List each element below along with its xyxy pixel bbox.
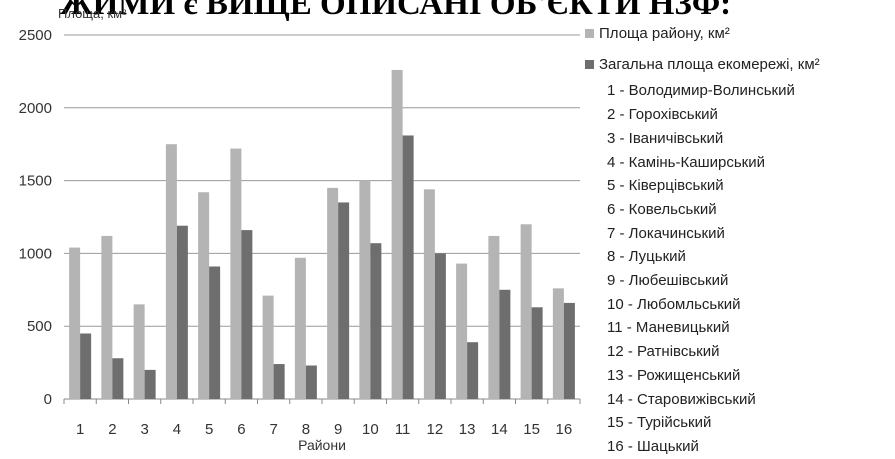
bar-econet-area	[370, 243, 382, 399]
district-key-item: 14 - Старовижівський	[607, 390, 756, 408]
district-key-item: 16 - Шацький	[607, 437, 699, 455]
bar-district-area	[520, 224, 532, 399]
bar-district-area	[133, 304, 145, 399]
x-tick-label: 9	[334, 421, 342, 438]
x-tick-label: 2	[108, 421, 116, 438]
district-key-list: 1 - Володимир-Волинський 2 - Горохівський…	[585, 79, 895, 458]
bar-econet-area	[402, 135, 414, 400]
bar-econet-area	[499, 289, 511, 399]
district-key-item: 2 - Горохівський	[607, 106, 718, 124]
y-tick-label: 1000	[19, 245, 52, 262]
bar-econet-area	[434, 253, 446, 399]
district-key-item: 9 - Любешівський	[607, 272, 729, 290]
x-tick-label: 5	[205, 421, 213, 438]
legend-label-econet: Загальна площа екомережі, км²	[599, 55, 820, 73]
district-key-item: 12 - Ратнівський	[607, 343, 720, 361]
y-tick-label: 1500	[19, 173, 52, 190]
x-tick-label: 4	[173, 421, 181, 438]
bar-district-area	[359, 180, 371, 399]
legend-swatch-area	[585, 29, 594, 39]
legend-label-area: Площа району, км²	[599, 25, 730, 42]
district-key-item: 8 - Луцький	[607, 248, 686, 266]
bar-district-area	[101, 235, 113, 399]
x-tick-label: 15	[523, 421, 540, 438]
chart-legend: Площа району, км² Загальна площа екомере…	[585, 22, 895, 459]
bar-econet-area	[209, 266, 221, 399]
bar-econet-area	[241, 230, 253, 399]
bar-district-area	[198, 192, 210, 399]
x-tick-label: 6	[237, 421, 245, 438]
y-tick-label: 2500	[19, 27, 52, 44]
bar-district-area	[552, 288, 564, 399]
y-tick-label: 500	[27, 318, 52, 335]
bar-econet-area	[144, 369, 156, 399]
district-key-item: 1 - Володимир-Волинський	[607, 82, 795, 100]
district-key-item: 4 - Камінь-Каширський	[607, 153, 765, 171]
district-key-item: 5 - Ківерцівський	[607, 177, 724, 195]
district-key-item: 3 - Іваничівський	[607, 129, 724, 147]
bar-econet-area	[531, 307, 543, 399]
legend-item-area: Площа району, км²	[585, 22, 895, 46]
bar-econet-area	[176, 225, 188, 399]
district-key-item: 7 - Локачинський	[607, 224, 725, 242]
bar-district-area	[423, 189, 435, 399]
bar-district-area	[488, 235, 500, 399]
bar-econet-area	[338, 202, 350, 399]
bar-econet-area	[563, 302, 575, 399]
page-heading-fragment: ЖИМИ є ВИЩЕ ОПИСАНІ ОБ'ЄКТИ НЗФ:	[60, 0, 732, 22]
x-tick-label: 11	[395, 421, 411, 438]
district-key-item: 13 - Рожищенський	[607, 366, 741, 384]
y-axis-label: Площа, км²	[58, 6, 127, 21]
x-tick-label: 1	[76, 421, 84, 438]
x-axis-label: Райони	[298, 437, 346, 453]
bar-district-area	[391, 69, 403, 399]
x-tick-label: 16	[556, 421, 573, 438]
bar-district-area	[294, 257, 306, 399]
bar-district-area	[262, 295, 274, 399]
x-tick-label: 13	[459, 421, 476, 438]
bar-econet-area	[273, 364, 285, 399]
bar-econet-area	[80, 333, 92, 399]
district-key-item: 6 - Ковельський	[607, 200, 717, 218]
bar-district-area	[69, 247, 81, 399]
x-tick-label: 8	[302, 421, 310, 438]
bar-district-area	[327, 187, 339, 399]
district-key-item: 10 - Любомльський	[607, 295, 741, 313]
bar-econet-area	[305, 365, 317, 399]
bar-district-area	[230, 148, 242, 399]
bar-econet-area	[467, 342, 479, 399]
bar-district-area	[456, 263, 468, 399]
district-key-item: 15 - Турійський	[607, 414, 712, 432]
x-tick-label: 7	[269, 421, 277, 438]
bar-econet-area	[112, 358, 124, 399]
bar-district-area	[165, 144, 177, 399]
x-tick-label: 12	[427, 421, 444, 438]
legend-item-econet: Загальна площа екомережі, км²	[585, 53, 895, 77]
district-key-item: 11 - Маневицький	[607, 319, 730, 337]
y-tick-label: 0	[44, 391, 52, 408]
x-tick-label: 3	[140, 421, 148, 438]
x-tick-label: 14	[491, 421, 508, 438]
x-tick-label: 10	[362, 421, 379, 438]
legend-swatch-econet	[585, 60, 594, 70]
y-tick-label: 2000	[19, 100, 52, 117]
